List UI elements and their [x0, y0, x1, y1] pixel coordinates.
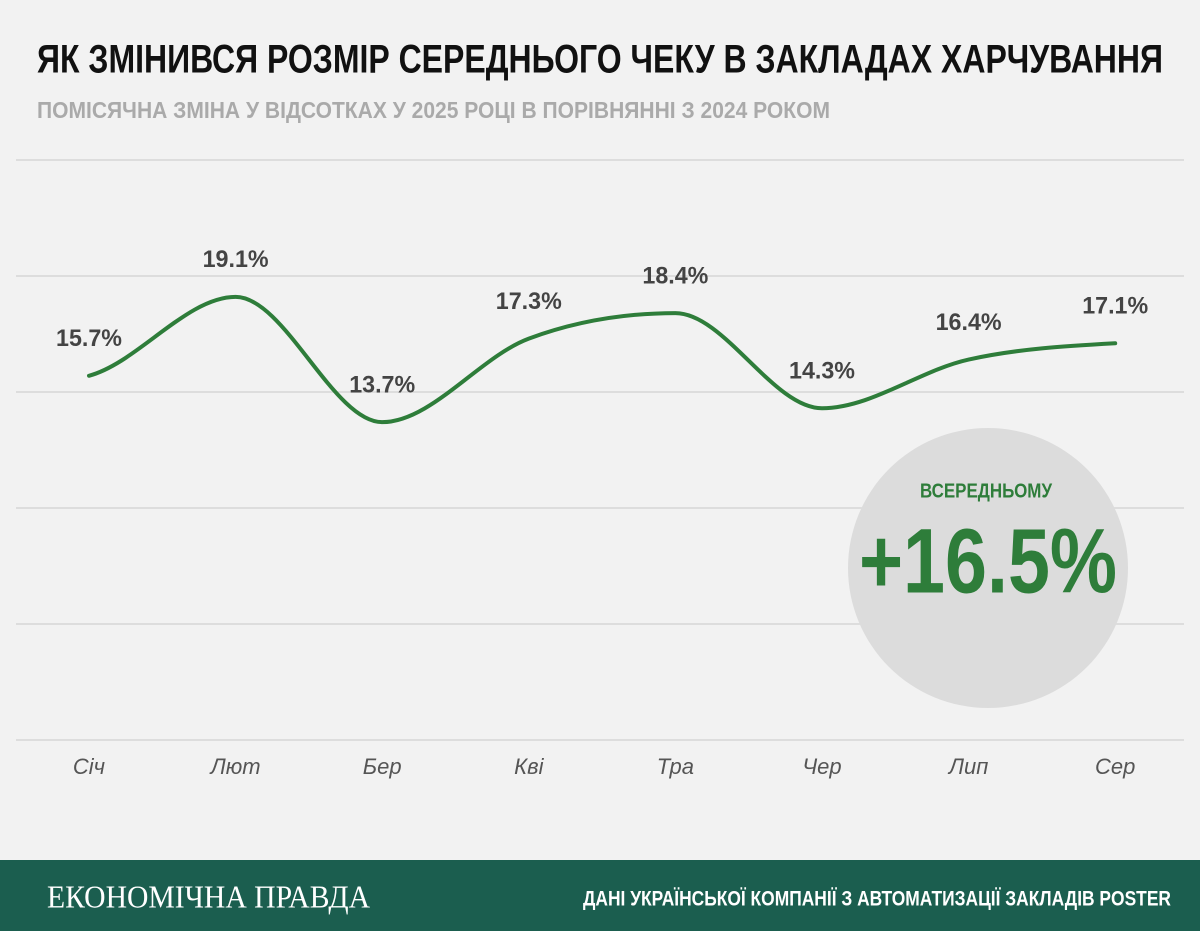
annotation-label: ВСЕРЕДНЬОМУ: [920, 480, 1052, 502]
footer-source: ДАНІ УКРАЇНСЬКОЇ КОМПАНІЇ З АВТОМАТИЗАЦІ…: [583, 888, 1171, 911]
chart-subtitle: ПОМІСЯЧНА ЗМІНА У ВІДСОТКАХ У 2025 РОЦІ …: [37, 97, 830, 123]
x-tick-label: Лип: [947, 754, 988, 779]
data-label: 17.3%: [496, 288, 562, 315]
data-label: 18.4%: [642, 262, 708, 289]
x-tick-label: Січ: [73, 754, 105, 779]
annotation-value: +16.5%: [859, 510, 1117, 612]
x-tick-label: Лют: [209, 754, 261, 779]
data-label: 16.4%: [936, 309, 1002, 336]
x-tick-label: Чер: [802, 754, 841, 779]
x-tick-label: Сер: [1095, 754, 1135, 779]
x-tick-label: Бер: [363, 754, 402, 779]
data-label: 13.7%: [349, 372, 415, 399]
data-label: 17.1%: [1082, 293, 1148, 320]
data-label: 19.1%: [203, 246, 269, 273]
data-label: 15.7%: [56, 325, 122, 352]
data-line: [87, 294, 1118, 425]
footer-band: [0, 860, 1200, 931]
x-tick-label: Тра: [657, 754, 694, 779]
chart-title: ЯК ЗМІНИВСЯ РОЗМІР СЕРЕДНЬОГО ЧЕКУ В ЗАК…: [37, 38, 1163, 82]
x-tick-label: Кві: [514, 754, 544, 779]
data-label: 14.3%: [789, 358, 855, 385]
footer-brand: ЕКОНОМІЧНА ПРАВДА: [47, 878, 370, 914]
average-badge: [848, 428, 1128, 708]
